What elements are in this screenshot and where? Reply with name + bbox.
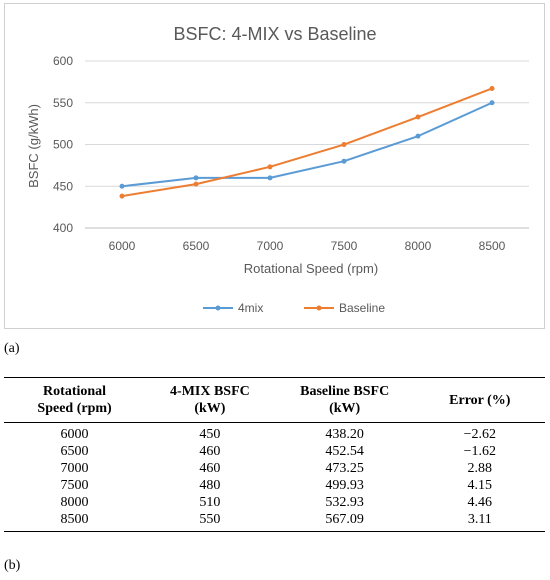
table-cell: −1.62 (463, 444, 496, 459)
header-line: Baseline BSFC (300, 384, 390, 399)
series-line-4mix (121, 101, 493, 188)
table-cell: 499.93 (325, 478, 364, 493)
table-row: 7000 460 473.25 2.88 (4, 460, 545, 477)
table-row: 6500 460 452.54 −1.62 (4, 443, 545, 460)
data-point-4mix (341, 158, 347, 164)
y-tick-label: 500 (53, 138, 73, 152)
table-cell: 3.11 (467, 512, 492, 527)
header-4mix-bsfc: 4-MIX BSFC (kW) (145, 378, 275, 423)
table-cell: 450 (199, 427, 221, 442)
table-cell: 473.25 (325, 461, 364, 476)
table-cell: 567.09 (325, 512, 364, 527)
table-cell: 532.93 (325, 495, 364, 510)
table-cell: 460 (199, 444, 221, 459)
header-baseline-bsfc: Baseline BSFC (kW) (275, 378, 415, 423)
legend-marker-4mix (215, 305, 221, 311)
legend-label-4mix: 4mix (238, 301, 263, 315)
table-cell: 4.15 (467, 478, 493, 493)
table-row: 8000 510 532.93 4.46 (4, 494, 545, 511)
data-point-4mix (415, 133, 421, 139)
header-error: Error (%) (415, 378, 545, 423)
figure-caption-b: (b) (4, 558, 21, 573)
chart-svg: BSFC: 4-MIX vs Baseline 400 450 500 550 600 6… (26, 24, 529, 315)
data-point-baseline (415, 114, 421, 120)
table-cell: 7000 (60, 461, 89, 476)
legend: 4mix Baseline (203, 301, 385, 315)
table-cell: 4.46 (467, 495, 493, 510)
table-cell: 2.88 (467, 461, 493, 476)
grid-lines (85, 60, 529, 229)
header-line: (kW) (194, 401, 226, 416)
table-cell: 6000 (60, 427, 89, 442)
y-tick-label: 600 (53, 54, 73, 68)
header-line: 4-MIX BSFC (170, 384, 250, 399)
table-row: 6000 450 438.20 −2.62 (4, 423, 545, 444)
table-cell: 8000 (60, 495, 89, 510)
y-axis-title: BSFC (g/kWh) (26, 104, 41, 188)
table-row: 7500 480 499.93 4.15 (4, 477, 545, 494)
table-cell: 8500 (60, 512, 89, 527)
figure-caption-a: (a) (4, 341, 20, 356)
data-point-baseline (119, 193, 125, 199)
series-line-baseline (121, 87, 493, 198)
table-cell: 550 (199, 512, 221, 527)
table-cell: 460 (199, 461, 221, 476)
table-header-row: Rotational Speed (rpm) 4-MIX BSFC (kW) B… (4, 377, 545, 423)
table-cell: 438.20 (325, 427, 364, 442)
data-point-4mix (267, 175, 273, 181)
x-tick-label: 8000 (405, 239, 432, 253)
x-tick-label: 7500 (331, 239, 358, 253)
data-point-baseline (267, 164, 273, 170)
y-tick-label: 550 (53, 96, 73, 110)
table-cell: −2.62 (463, 427, 496, 442)
legend-marker-baseline (316, 305, 322, 311)
table-cell: 480 (199, 478, 221, 493)
data-point-baseline (341, 142, 347, 148)
y-tick-label: 450 (53, 179, 73, 193)
table-cell: 452.54 (325, 444, 364, 459)
x-tick-label: 8500 (479, 239, 506, 253)
series-layer (119, 85, 495, 199)
header-line: Error (%) (449, 392, 511, 408)
data-point-4mix (489, 100, 495, 106)
table-row: 8500 550 567.09 3.11 (4, 511, 545, 532)
chart-title: BSFC: 4-MIX vs Baseline (173, 24, 376, 44)
header-line: Rotational (43, 384, 107, 399)
x-tick-label: 6500 (183, 239, 210, 253)
data-point-baseline (489, 85, 495, 91)
data-point-4mix (119, 183, 125, 189)
x-tick-label: 6000 (109, 239, 136, 253)
header-line: (kW) (329, 401, 361, 416)
table-cell: 6500 (60, 444, 89, 459)
x-axis-title: Rotational Speed (rpm) (244, 261, 378, 276)
data-point-baseline (193, 181, 199, 187)
y-tick-label: 400 (53, 221, 73, 235)
bsfc-comparison-table: Rotational Speed (rpm) 4-MIX BSFC (kW) B… (4, 377, 545, 532)
table-cell: 7500 (60, 478, 89, 493)
header-rotational-speed: Rotational Speed (rpm) (4, 378, 145, 423)
data-point-4mix (193, 175, 199, 181)
chart-panel: BSFC: 4-MIX vs Baseline 400 450 500 550 600 6… (4, 3, 545, 329)
header-line: Speed (rpm) (37, 401, 112, 416)
legend-label-baseline: Baseline (339, 301, 385, 315)
table-cell: 510 (199, 495, 221, 510)
axes: 400 450 500 550 600 6000 6500 7000 7500 8000 8500 (53, 54, 529, 253)
x-tick-label: 7000 (257, 239, 284, 253)
